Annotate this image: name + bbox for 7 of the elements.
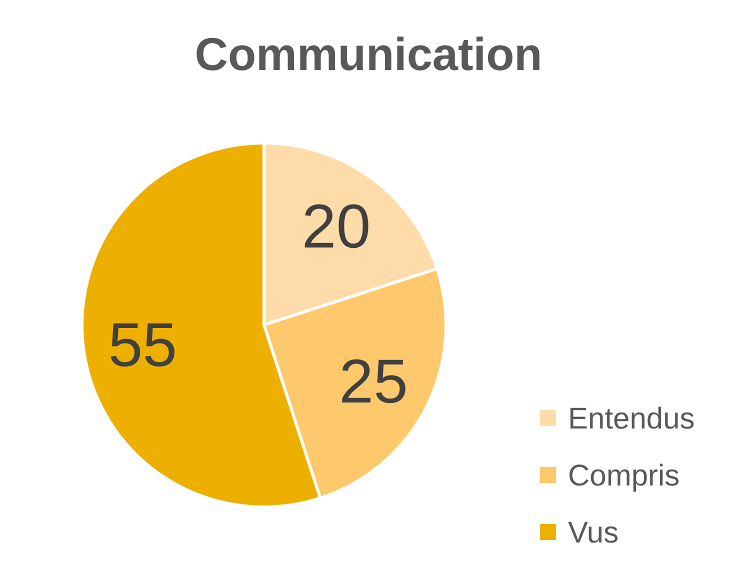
legend-label: Entendus [568, 402, 695, 436]
legend-label: Compris [568, 460, 680, 492]
data-label: 55 [108, 310, 178, 380]
legend-label: Vus [568, 516, 619, 550]
data-label: 20 [302, 192, 371, 262]
data-label: 25 [338, 347, 408, 416]
chart-title: Communication [194, 28, 542, 80]
